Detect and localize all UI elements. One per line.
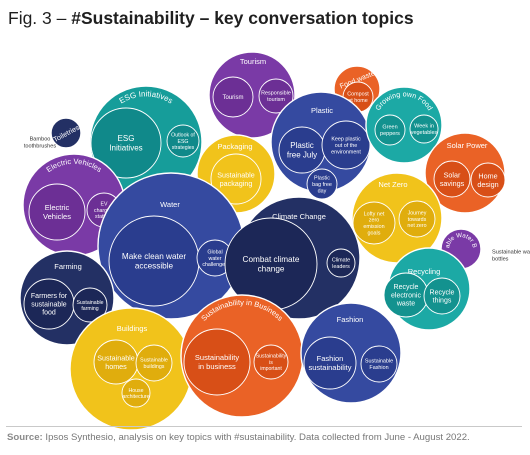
- subtopic-label: Recycle things: [430, 289, 455, 304]
- cluster-water: Water Make clean water accessible Global wat…: [97, 172, 245, 320]
- subtopic-bubble: [360, 345, 398, 383]
- figure-number: Fig. 3 –: [8, 8, 72, 28]
- subtopic-bubble: [409, 114, 439, 144]
- subtopic-label: Green peppers: [380, 125, 400, 137]
- subtopic-label: Sustainable buildings: [140, 358, 168, 370]
- category-label: Plastic: [311, 106, 333, 115]
- subtopic-bubble: [258, 78, 294, 114]
- subtopic-label: Sustainability in business: [195, 353, 239, 371]
- footer-divider: [6, 426, 522, 427]
- subtopic-label: Farmers for sustainable food: [31, 293, 68, 317]
- figure-title: Fig. 3 – #Sustainability – key conversat…: [8, 8, 414, 29]
- subtopic-label: Sustainable farming: [76, 300, 103, 312]
- subtopic-label: Make clean water accessible: [122, 252, 186, 271]
- category-label: Water: [160, 200, 180, 209]
- source-label: Source:: [7, 432, 43, 443]
- subtopic-label: Global water challenges: [202, 250, 228, 269]
- subtopic-label: House architecture: [122, 388, 149, 400]
- source-note: Source: Ipsos Synthesio, analysis on key…: [7, 432, 470, 443]
- subtopic-label: Journey towards net zero: [407, 211, 426, 230]
- subtopic-bubble: [326, 248, 356, 278]
- subtopic-label: Sustainability is important: [256, 354, 287, 372]
- cluster-fashion: Fashion Fashion sustainability Sustainable F…: [300, 302, 402, 404]
- subtopic-bubble: [433, 160, 471, 198]
- subtopic-bubble: [90, 107, 162, 179]
- figure-heading: #Sustainability – key conversation topic…: [71, 8, 414, 28]
- subtopic-bubble: [210, 153, 262, 205]
- subtopic-bubble: [306, 168, 338, 200]
- subtopic-bubble: [28, 183, 86, 241]
- source-text: Ipsos Synthesio, analysis on key topics …: [42, 432, 470, 443]
- subtopic-bubble: [183, 328, 251, 396]
- subtopic-label: Keep plastic out of the environment: [331, 137, 361, 156]
- cluster-solar: Solar Power Solar savings Home design: [424, 132, 506, 214]
- subtopic-label: Lofty net zero emission goals: [363, 211, 384, 236]
- subtopic-label: Home design: [477, 171, 498, 188]
- cluster-sust-business: Sustainability in BusinessSustainability…: [180, 294, 304, 418]
- category-label: Tourism: [240, 57, 266, 66]
- category-label: Fashion: [337, 315, 364, 324]
- subtopic-label: Solar savings: [440, 170, 465, 187]
- cluster-farming: Farming Farmers for sustainable food Sustain…: [19, 250, 115, 346]
- cluster-bubble: [50, 117, 82, 149]
- category-label: Farming: [54, 262, 82, 271]
- category-label: Packaging: [217, 142, 252, 151]
- subtopic-bubble: [72, 287, 108, 323]
- subtopic-label: Climate leaders: [332, 258, 350, 270]
- subtopic-label: Sustainable Fashion: [365, 359, 393, 371]
- subtopic-label: Responsible tourism: [261, 91, 291, 103]
- subtopic-bubble: [212, 76, 254, 118]
- subtopic-label: Week in vegetables: [411, 124, 438, 136]
- subtopic-bubble: [303, 336, 357, 390]
- subtopic-bubble: [321, 120, 371, 170]
- cluster-buildings: Buildings Sustainable homes Sustainable buil…: [69, 307, 193, 431]
- subtopic-label: Compost at home: [347, 92, 369, 104]
- category-label: Buildings: [117, 324, 148, 333]
- subtopic-label: Plastic free July: [287, 141, 317, 159]
- subtopic-bubble: [135, 344, 173, 382]
- cluster-net-zero: Net Zero Lofty net zero emission goals Journe…: [351, 172, 443, 264]
- category-label: Climate Change: [272, 212, 326, 221]
- subtopic-label: Recycle electronic waste: [391, 284, 421, 308]
- subtopic-bubble: [374, 114, 406, 146]
- outside-label: Sustainable waterbottles: [492, 250, 530, 263]
- category-label: Solar Power: [447, 141, 488, 150]
- subtopic-label: Electric Vehicles: [43, 203, 71, 221]
- category-label: Net Zero: [378, 180, 407, 189]
- subtopic-bubble: [253, 344, 289, 380]
- subtopic-bubble: [121, 378, 151, 408]
- subtopic-bubble: [352, 201, 396, 245]
- outside-label: Bamboo toothbrushes: [24, 137, 57, 150]
- subtopic-label: Sustainable packaging: [217, 170, 255, 187]
- subtopic-label: Sustainable homes: [97, 353, 135, 370]
- cluster-tourism: Tourism Tourism Responsible tourism: [208, 51, 296, 139]
- subtopic-bubble: [470, 162, 506, 198]
- cluster-packaging: Packaging Sustainable packaging: [196, 134, 276, 214]
- subtopic-bubble: [398, 200, 436, 238]
- category-label: Recycling: [408, 267, 441, 276]
- cluster-recycling: Recycling Recycle electronic waste Recycle th…: [383, 247, 471, 331]
- subtopic-label: Plastic bag free day: [312, 176, 332, 195]
- subtopic-label: Tourism: [222, 95, 243, 101]
- subtopic-label: Combat climate change: [243, 255, 300, 274]
- subtopic-label: Outlook of ESG strategies: [171, 133, 195, 151]
- subtopic-label: ESG Initiatives: [109, 134, 142, 152]
- subtopic-bubble: [166, 124, 200, 158]
- subtopic-bubble: [423, 277, 461, 315]
- subtopic-label: Fashion sustainability: [309, 354, 352, 372]
- cluster-plastic: Plastic Plastic free July Keep plastic out o…: [270, 91, 372, 200]
